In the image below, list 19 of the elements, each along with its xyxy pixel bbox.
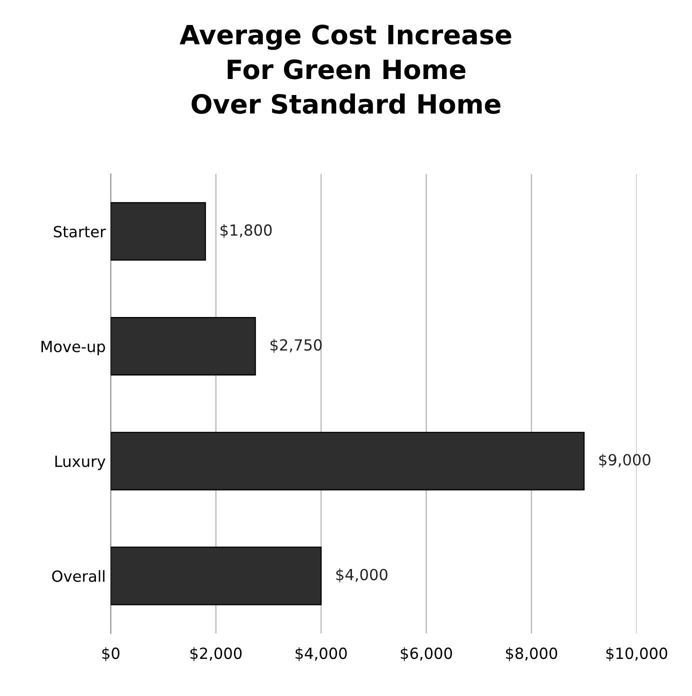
chart-title: Average Cost Increase For Green Home Over Standard Home (180, 24, 512, 114)
x-tick-label: $0 (102, 647, 120, 662)
bar (110, 316, 256, 376)
x-tick-label: $8,000 (506, 647, 558, 662)
x-tick-label: $4,000 (296, 647, 347, 662)
y-tick-label: Move-up (41, 340, 106, 356)
x-tick-label: $2,000 (190, 647, 242, 662)
data-label: $4,000 (336, 568, 388, 582)
y-tick-label: Luxury (55, 456, 106, 470)
data-label: $1,800 (220, 224, 272, 238)
y-tick-label: Starter (54, 226, 106, 238)
bar (110, 546, 322, 606)
x-tick-label: $6,000 (400, 647, 452, 662)
data-label: $9,000 (599, 454, 650, 468)
bar (110, 432, 585, 490)
y-tick-label: Overall (52, 570, 104, 582)
x-tick-label: $10,000 (606, 647, 668, 662)
data-label: $2,750 (270, 338, 322, 353)
bar (110, 202, 206, 261)
